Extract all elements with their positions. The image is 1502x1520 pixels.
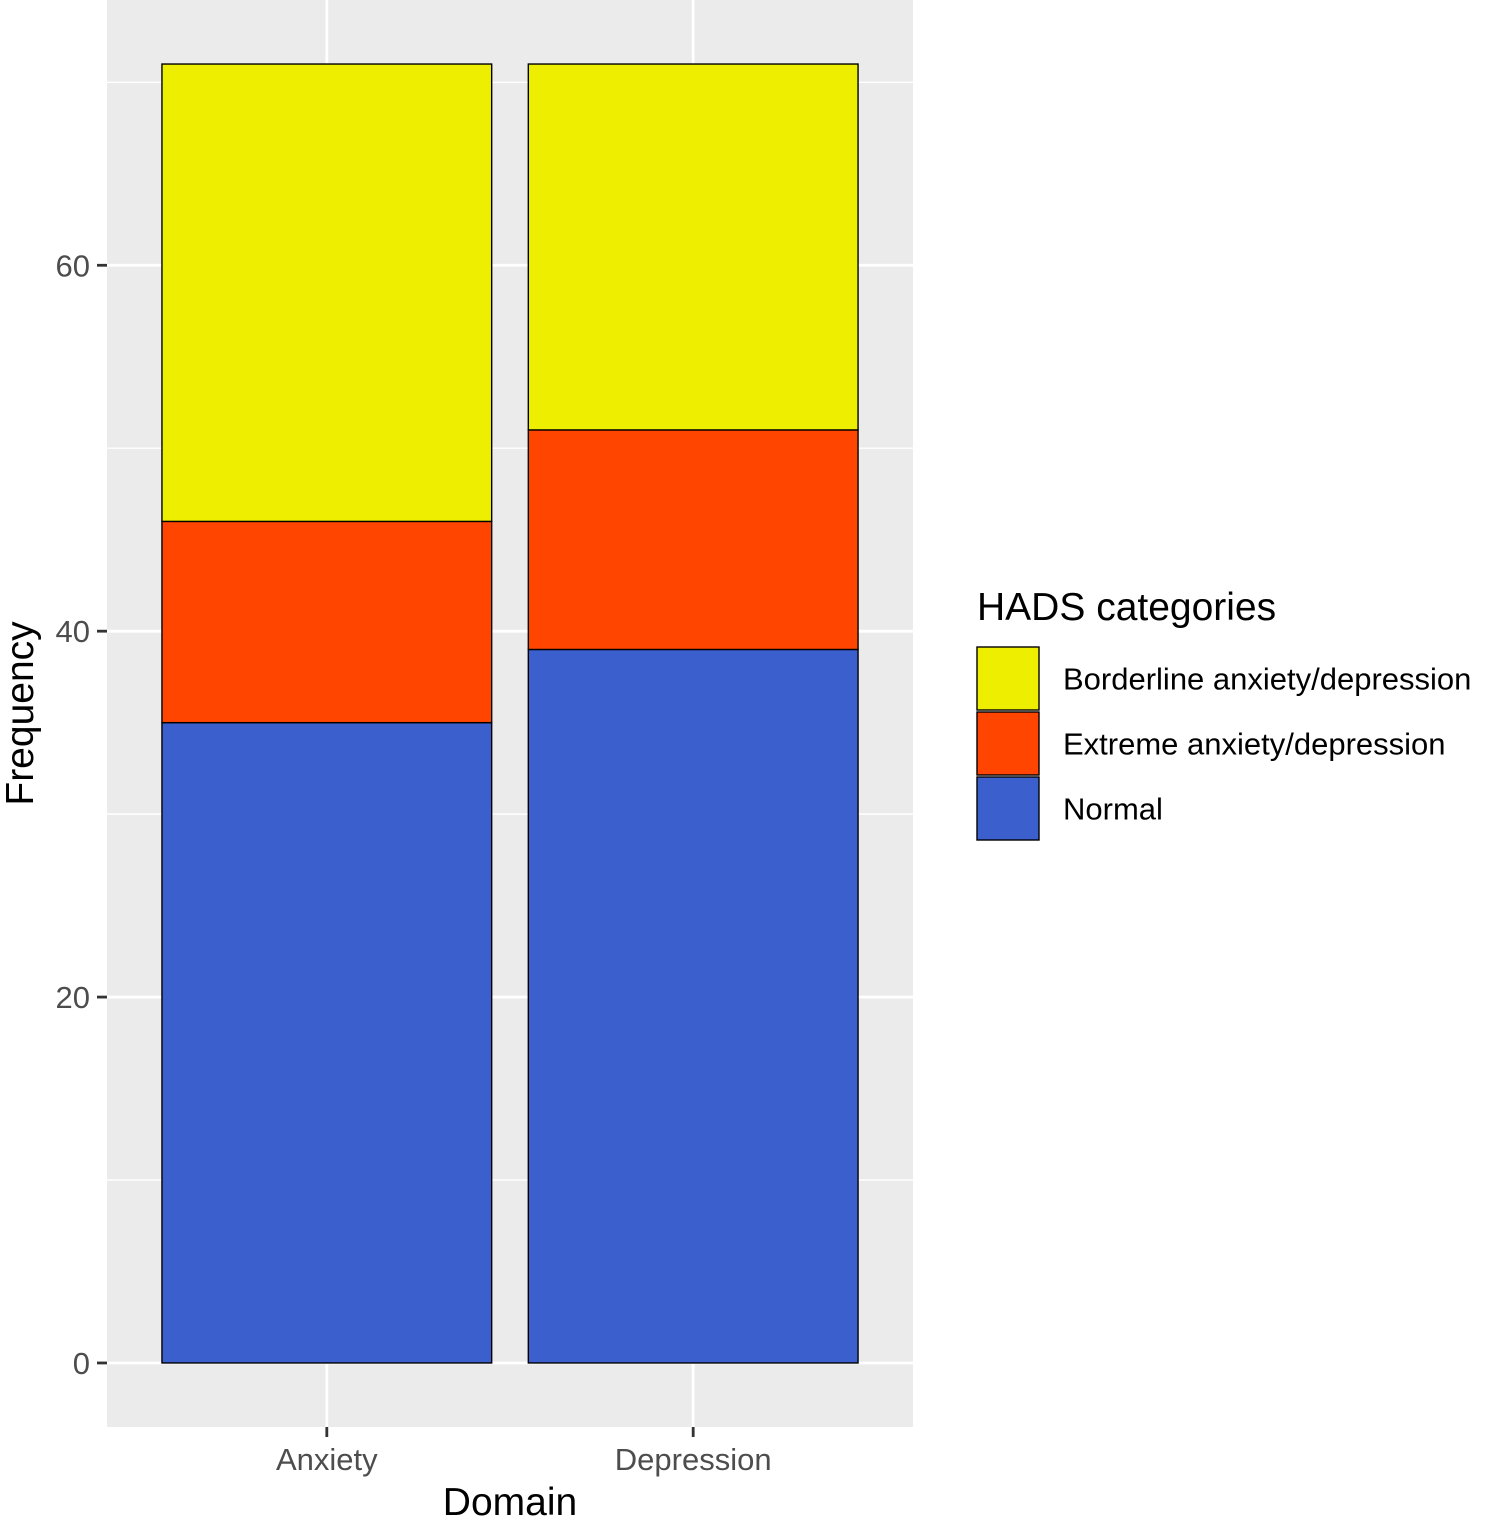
legend-key-normal — [976, 776, 1040, 841]
x-axis-title: Domain — [443, 1481, 577, 1520]
bar-anxiety-borderline-anxiety-depression — [161, 63, 493, 523]
x-tick-label: Anxiety — [276, 1442, 378, 1477]
x-tick-label: Depression — [615, 1442, 772, 1477]
bar-anxiety-normal — [161, 721, 493, 1364]
legend-label-borderline-anxiety-depression: Borderline anxiety/depression — [1063, 662, 1471, 697]
y-tick-label: 40 — [56, 614, 90, 649]
legend-label-normal: Normal — [1063, 792, 1163, 827]
bars — [161, 63, 859, 1364]
y-tick-label: 60 — [56, 248, 90, 283]
legend-label-extreme-anxiety-depression: Extreme anxiety/depression — [1063, 727, 1446, 762]
bar-depression-normal — [527, 648, 859, 1364]
x-axis: Anxiety Depression — [276, 1427, 772, 1477]
y-tick-label: 0 — [73, 1346, 90, 1381]
legend-title: HADS categories — [977, 586, 1276, 629]
bar-depression-borderline-anxiety-depression — [527, 63, 859, 431]
legend-key-borderline-anxiety-depression — [976, 646, 1040, 711]
legend-key-extreme-anxiety-depression — [976, 711, 1040, 776]
y-axis-title: Frequency — [0, 621, 42, 806]
bar-anxiety-extreme-anxiety-depression — [161, 520, 493, 724]
bar-depression-extreme-anxiety-depression — [527, 429, 859, 651]
y-tick-label: 20 — [56, 980, 90, 1015]
y-axis: 0 20 40 60 — [56, 248, 107, 1381]
legend: HADS categories Borderline anxiety/depre… — [976, 586, 1471, 841]
